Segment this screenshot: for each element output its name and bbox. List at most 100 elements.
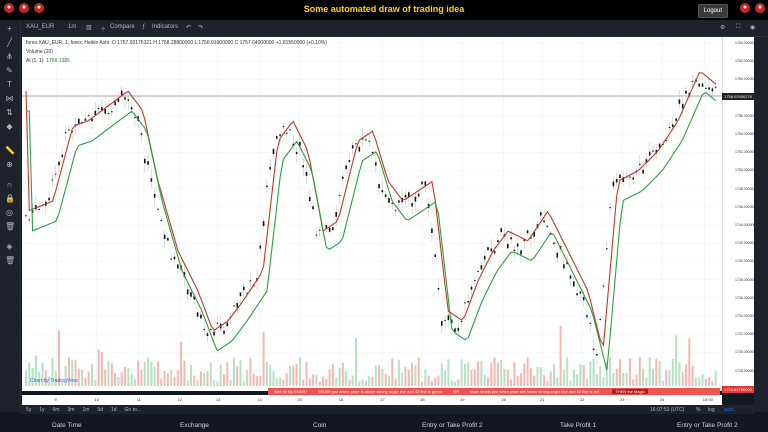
note-4: draw shorts just when price still below …	[470, 389, 600, 394]
hide-icon[interactable]: ◎	[6, 208, 13, 217]
range-button[interactable]: Go to...	[124, 407, 141, 413]
current-price-tag: 1758.02930275	[722, 93, 754, 100]
time-tick: 23	[619, 397, 625, 402]
legend-al: Al (1, 1)	[26, 58, 44, 64]
footer-take-profit-1: Take Profit 1	[560, 422, 597, 429]
time-tick: 15:00	[702, 397, 713, 402]
shapes-icon[interactable]: ◆	[6, 122, 13, 131]
magnet-icon[interactable]: ∩	[6, 180, 13, 189]
interval-selector[interactable]: 1m	[68, 24, 77, 30]
settings-icon[interactable]: ⚙	[720, 25, 726, 31]
app-icon-2[interactable]: ●	[19, 3, 29, 13]
price-tick: 1736.000000	[735, 295, 756, 300]
bottom-bar: 5y 1y 6m 3m 1m 5d 1d Go to... 16:07:53 (UTC) % …	[20, 405, 754, 414]
time-axis[interactable]: 9 10 11 12 13 14 15 16 17 18 19 20 21 22 23 24 15:00	[22, 395, 722, 405]
note-1: Wait till flip ENDS !	[274, 389, 308, 394]
footer-entry-2: Entry or Take Profit 2	[677, 422, 738, 429]
log-scale-button[interactable]: log	[708, 407, 715, 413]
range-button[interactable]: 1y	[39, 407, 45, 413]
app-icon-3[interactable]: ●	[34, 3, 44, 13]
range-button[interactable]: 1d	[110, 407, 117, 413]
time-tick: 13	[215, 397, 221, 402]
snapshot-icon[interactable]: ◉	[750, 25, 756, 31]
chart-pane[interactable]	[22, 37, 722, 391]
price-tick: 1746.000000	[735, 204, 756, 209]
page-title: Some automated draw of trading idea	[303, 4, 465, 14]
trendline-icon[interactable]: ╱	[7, 38, 12, 47]
note-3: OR	[453, 389, 460, 394]
indicators-button[interactable]: Indicators	[152, 24, 179, 30]
legend-symbol: forex:XAU_EUR, 1, forex, Heikin Ashi	[26, 40, 110, 46]
fullscreen-icon[interactable]: ⛶	[736, 24, 741, 30]
ruler-icon[interactable]: 📏	[5, 146, 15, 155]
price-tick: 1740.000000	[735, 259, 756, 264]
price-tick: 1750.000000	[735, 168, 756, 173]
price-tick: 1734.000000	[735, 314, 756, 318]
time-tick: 18	[420, 397, 425, 402]
range-button[interactable]: 1m	[82, 407, 90, 413]
clock: 16:07:53 (UTC)	[650, 407, 685, 413]
footer-columns: Date Time Exchange Coin Entry or Take Pr…	[0, 419, 768, 432]
footer-entry-1: Entry or Take Profit 2	[422, 422, 483, 429]
time-tick: 17	[380, 397, 385, 402]
price-axis[interactable]: 1764.0000001762.0000001760.0000001758.00…	[722, 37, 755, 391]
time-tick: 22	[579, 397, 585, 402]
logout-button[interactable]: Logout	[697, 4, 728, 18]
tradingview-watermark[interactable]: Chart by TradingView	[30, 378, 78, 384]
app-icon[interactable]: ●	[4, 3, 14, 13]
footer-coin: Coin	[313, 422, 327, 429]
pitchfork-icon[interactable]: ⋔	[6, 52, 13, 61]
zoom-icon[interactable]: ⊕	[6, 160, 13, 169]
pattern-icon[interactable]: ⋈	[5, 94, 14, 103]
footer-date-time: Date Time	[52, 422, 82, 429]
range-button[interactable]: 6m	[52, 407, 60, 413]
trash-icon[interactable]: 🗑	[5, 256, 16, 265]
right-icon-2[interactable]: ●	[755, 3, 765, 13]
layers-icon[interactable]: ◈	[6, 242, 13, 251]
price-tick: 1732.000000	[735, 332, 756, 337]
price-tick: 1748.000000	[735, 186, 756, 191]
time-tick: 15	[297, 397, 302, 402]
lock-icon[interactable]: 🔒	[5, 194, 15, 203]
time-tick: 20	[501, 397, 506, 402]
time-tick: 14	[257, 397, 262, 402]
range-button[interactable]: 5d	[97, 407, 103, 413]
redo-icon[interactable]: ↷	[198, 25, 204, 31]
percent-scale-button[interactable]: %	[696, 407, 701, 413]
time-tick: 12	[177, 397, 182, 402]
compare-icon[interactable]: ＋	[100, 27, 107, 33]
price-tick: 1742.000000	[735, 241, 756, 246]
remove-icon[interactable]: 🗑	[5, 222, 16, 231]
price-tick: 1730.000000	[735, 350, 756, 355]
price-tick: 1760.000000	[735, 77, 756, 82]
undo-icon[interactable]: ↶	[186, 25, 192, 31]
price-tick: 1752.000000	[735, 150, 756, 155]
price-chart[interactable]	[22, 37, 722, 391]
note-2: DRAW just when: price is above strong an…	[318, 389, 443, 394]
chart-legend: forex:XAU_EUR, 1, forex, Heikin Ashi O 1…	[26, 40, 327, 67]
time-tick: 24	[659, 397, 665, 402]
time-tick: 10	[94, 397, 99, 402]
right-panel	[754, 37, 768, 412]
right-icon[interactable]: ●	[740, 3, 750, 13]
brush-icon[interactable]: ✎	[6, 66, 13, 75]
top-bar: ● ● ● Some automated draw of trading ide…	[0, 0, 768, 20]
symbol-search[interactable]: XAU_EUR	[26, 24, 55, 30]
text-icon[interactable]: T	[7, 80, 12, 89]
drawing-toolbar: + ╱ ⋔ ✎ T ⋈ ⇅ ◆ 📏 ⊕ ∩ 🔒 ◎ 🗑 ◈ 🗑	[0, 20, 21, 412]
price-tick: 1744.000000	[735, 223, 756, 227]
price-tick: 1728.000000	[735, 368, 756, 373]
legend-al-value: 1756.1385	[46, 58, 70, 64]
range-button[interactable]: 3m	[67, 407, 75, 413]
price-tick: 1754.000000	[735, 132, 756, 136]
indicators-icon[interactable]: ƒ	[142, 24, 146, 30]
auto-scale-button[interactable]: auto	[724, 407, 734, 413]
prediction-icon[interactable]: ⇅	[6, 108, 13, 117]
compare-button[interactable]: Compare	[110, 24, 135, 30]
strategy-notes: Wait till flip ENDS ! DRAW just when: pr…	[268, 388, 720, 395]
range-button[interactable]: 5y	[26, 407, 32, 413]
time-tick: 19	[460, 397, 465, 402]
cursor-icon[interactable]: +	[7, 24, 12, 33]
chart-type-icon[interactable]: ▥	[86, 25, 92, 31]
price-tick: 1738.000000	[735, 277, 756, 282]
